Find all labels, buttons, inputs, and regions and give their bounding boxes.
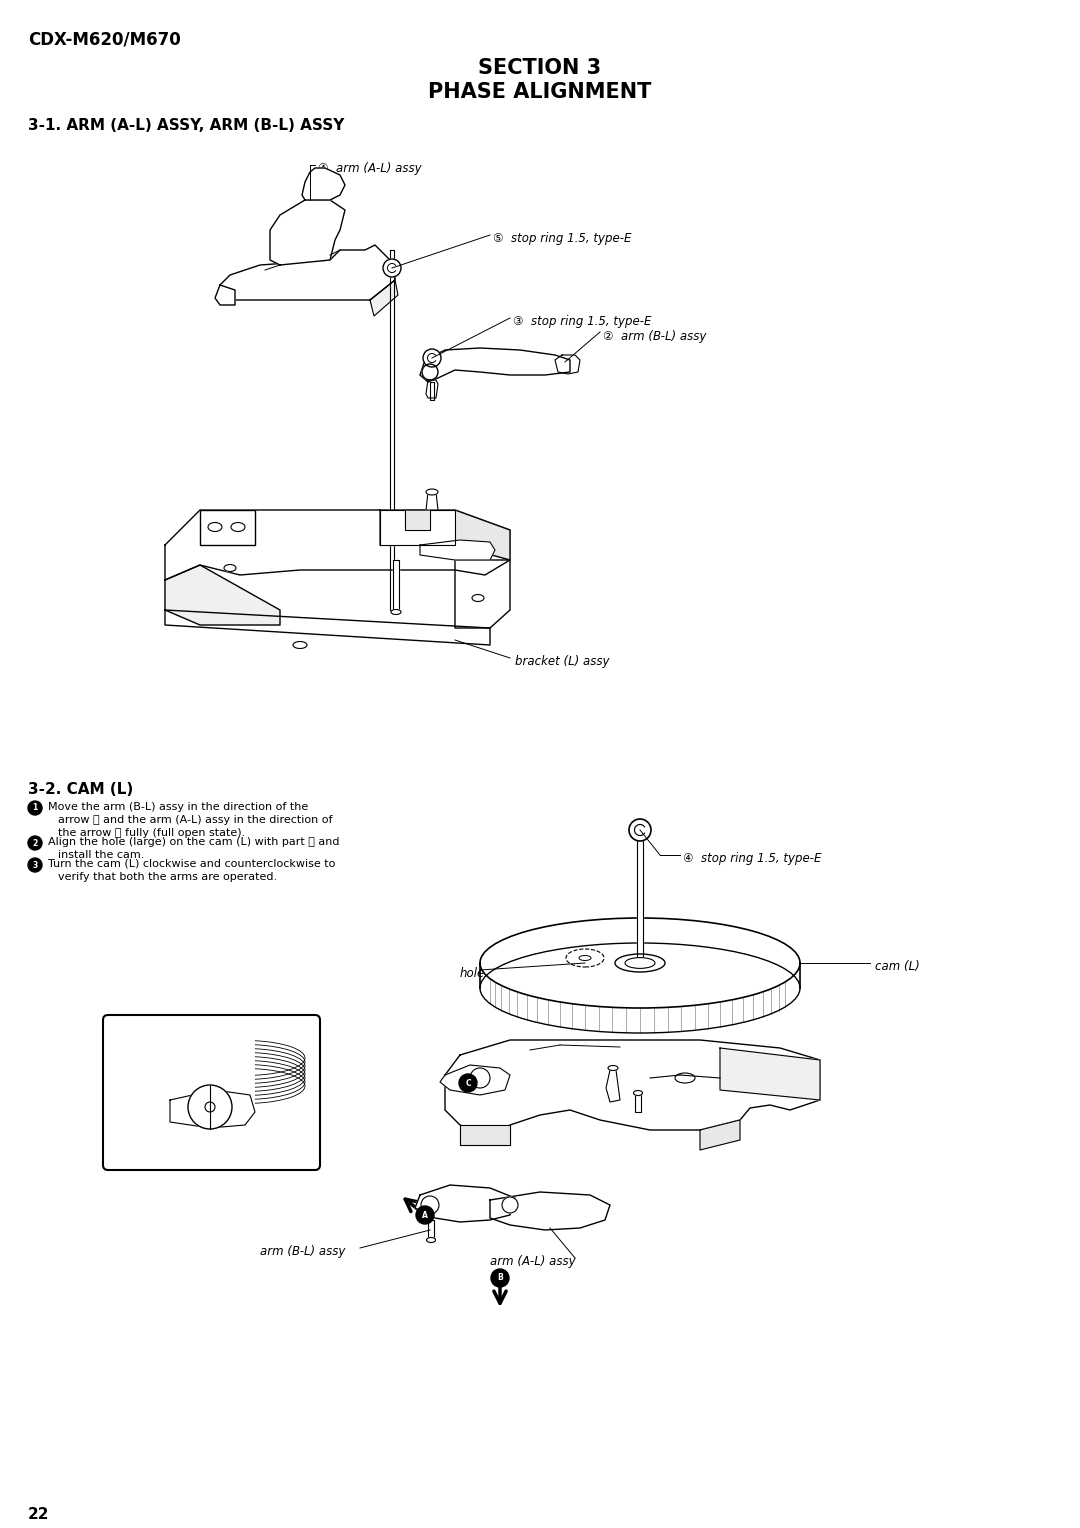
Circle shape — [28, 836, 42, 850]
Text: hole(large): hole(large) — [460, 967, 525, 979]
Text: the arrow Ⓑ fully (full open state).: the arrow Ⓑ fully (full open state). — [58, 828, 245, 837]
Circle shape — [502, 1196, 518, 1213]
Polygon shape — [455, 559, 510, 628]
Polygon shape — [428, 1219, 434, 1241]
Ellipse shape — [634, 1091, 643, 1096]
Polygon shape — [165, 510, 510, 581]
Text: cam (L): cam (L) — [875, 960, 920, 973]
Polygon shape — [635, 1096, 642, 1112]
Ellipse shape — [625, 958, 654, 969]
Polygon shape — [637, 821, 643, 963]
Circle shape — [491, 1268, 509, 1287]
Polygon shape — [606, 1070, 620, 1102]
Text: ④  stop ring 1.5, type-E: ④ stop ring 1.5, type-E — [683, 853, 822, 865]
Polygon shape — [270, 200, 345, 264]
Polygon shape — [430, 382, 434, 400]
Polygon shape — [440, 1065, 510, 1096]
Ellipse shape — [391, 610, 401, 614]
Text: install the cam.: install the cam. — [58, 850, 145, 860]
Text: 3: 3 — [32, 860, 38, 869]
Text: ③  stop ring 1.5, type-E: ③ stop ring 1.5, type-E — [513, 315, 651, 329]
Polygon shape — [390, 251, 394, 610]
Polygon shape — [380, 510, 510, 559]
Ellipse shape — [615, 953, 665, 972]
Circle shape — [470, 1068, 490, 1088]
Circle shape — [423, 348, 441, 367]
Circle shape — [459, 1074, 477, 1093]
Text: ⑤  stop ring 1.5, type-E: ⑤ stop ring 1.5, type-E — [492, 232, 632, 244]
Ellipse shape — [472, 594, 484, 602]
Text: ②  arm (B-L) assy: ② arm (B-L) assy — [603, 330, 706, 342]
Polygon shape — [370, 280, 399, 316]
Polygon shape — [302, 168, 345, 200]
Text: B: B — [497, 1273, 503, 1282]
Circle shape — [28, 859, 42, 872]
Ellipse shape — [480, 918, 800, 1008]
Polygon shape — [426, 492, 438, 510]
Text: CDX-M620/M670: CDX-M620/M670 — [28, 31, 180, 47]
Ellipse shape — [608, 1065, 618, 1071]
Circle shape — [629, 819, 651, 840]
Text: Align the hole (large) on the cam (L) with part Ⓒ and: Align the hole (large) on the cam (L) wi… — [48, 837, 339, 847]
Polygon shape — [555, 354, 580, 374]
Text: 3-2. CAM (L): 3-2. CAM (L) — [28, 782, 133, 798]
Polygon shape — [165, 610, 490, 645]
Text: Turn the cam (L) clockwise and counterclockwise to: Turn the cam (L) clockwise and countercl… — [48, 859, 336, 869]
Polygon shape — [393, 559, 399, 610]
Text: arm (B-L) assy: arm (B-L) assy — [260, 1245, 346, 1258]
Ellipse shape — [224, 564, 237, 571]
Text: 22: 22 — [28, 1507, 50, 1522]
Ellipse shape — [427, 1238, 435, 1242]
Text: A: A — [422, 1210, 428, 1219]
Text: C: C — [465, 1079, 471, 1088]
Polygon shape — [200, 510, 255, 545]
Text: ④  arm (A-L) assy: ④ arm (A-L) assy — [318, 162, 421, 176]
Text: arrow Ⓐ and the arm (A-L) assy in the direction of: arrow Ⓐ and the arm (A-L) assy in the di… — [58, 814, 333, 825]
Circle shape — [28, 801, 42, 814]
Polygon shape — [380, 510, 455, 545]
Circle shape — [383, 260, 401, 277]
Polygon shape — [420, 348, 570, 382]
FancyBboxPatch shape — [103, 1015, 320, 1170]
Text: Move the arm (B-L) assy in the direction of the: Move the arm (B-L) assy in the direction… — [48, 802, 308, 811]
Ellipse shape — [579, 955, 591, 961]
Polygon shape — [426, 380, 438, 397]
Polygon shape — [720, 1048, 820, 1100]
Polygon shape — [220, 244, 395, 299]
Circle shape — [422, 364, 438, 380]
Text: bracket (L) assy: bracket (L) assy — [515, 656, 609, 668]
Text: 2: 2 — [32, 839, 38, 848]
Polygon shape — [215, 286, 235, 306]
Polygon shape — [445, 1041, 820, 1135]
Polygon shape — [165, 565, 280, 625]
Text: SECTION 3: SECTION 3 — [478, 58, 602, 78]
Polygon shape — [170, 1089, 255, 1128]
Ellipse shape — [480, 943, 800, 1033]
Ellipse shape — [231, 523, 245, 532]
Circle shape — [416, 1206, 434, 1224]
Polygon shape — [415, 1186, 515, 1222]
Circle shape — [188, 1085, 232, 1129]
Text: arm (A-L) assy: arm (A-L) assy — [490, 1254, 576, 1268]
Text: 3-1. ARM (A-L) ASSY, ARM (B-L) ASSY: 3-1. ARM (A-L) ASSY, ARM (B-L) ASSY — [28, 118, 345, 133]
Ellipse shape — [293, 642, 307, 648]
Ellipse shape — [426, 489, 438, 495]
Text: line: line — [255, 1125, 276, 1138]
Text: verify that both the arms are operated.: verify that both the arms are operated. — [58, 872, 278, 882]
Polygon shape — [420, 539, 495, 559]
Text: 1: 1 — [32, 804, 38, 813]
Text: PHASE ALIGNMENT: PHASE ALIGNMENT — [429, 83, 651, 102]
Polygon shape — [700, 1120, 740, 1151]
Circle shape — [205, 1102, 215, 1112]
Circle shape — [421, 1196, 438, 1215]
Polygon shape — [490, 1192, 610, 1230]
Ellipse shape — [208, 523, 222, 532]
Polygon shape — [460, 1125, 510, 1144]
